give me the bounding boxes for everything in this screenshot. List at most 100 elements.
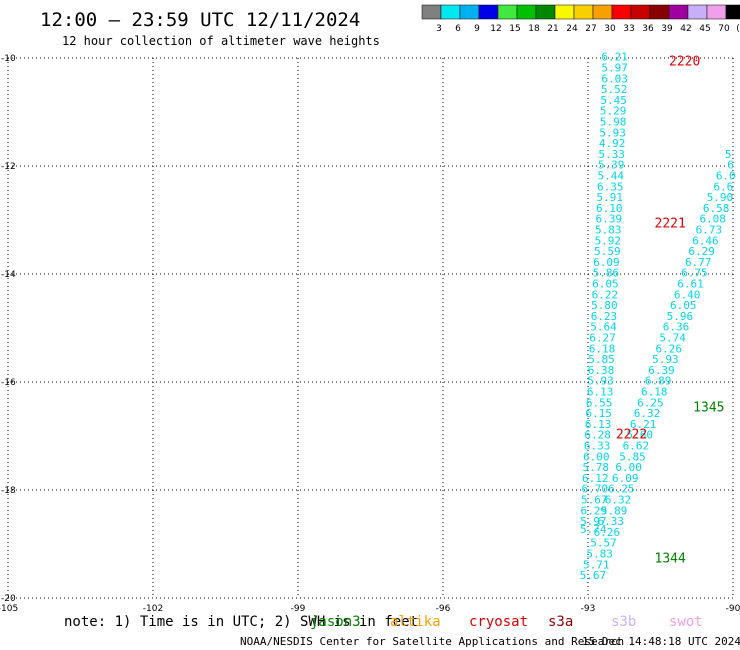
colorbar-label: 18	[528, 24, 540, 34]
colorbar-label: 33	[623, 24, 634, 34]
time-label: 2221	[655, 217, 686, 232]
x-tick-label: -93	[581, 604, 596, 614]
swh-value-label: 6.05	[592, 278, 619, 291]
swh-value-label: 6.58	[703, 202, 730, 215]
colorbar-swatch	[649, 4, 670, 20]
colorbar-swatch	[630, 4, 651, 20]
satellite-s3a: s3a	[548, 614, 573, 630]
swh-value-label: 6.18	[589, 342, 616, 355]
swh-value-label: 5.92	[595, 234, 622, 247]
swh-value-label: 5.33	[598, 148, 625, 161]
satellite-cryosat: cryosat	[469, 614, 528, 630]
swh-value-label: 6.15	[585, 407, 612, 420]
colorbar-swatch	[725, 4, 740, 20]
swh-value-label: 5.86	[593, 267, 620, 280]
swh-value-label: 6.27	[589, 332, 616, 345]
x-tick-label: -96	[436, 604, 451, 614]
colorbar-label: 15	[509, 24, 520, 34]
swh-value-label: 6.38	[588, 364, 615, 377]
swh-value-label: 5.39	[598, 159, 625, 172]
colorbar-label: 3	[436, 24, 442, 34]
swh-value-label: 6.13	[585, 418, 612, 431]
swh-value-label: 6.35	[597, 180, 624, 193]
swh-value-label: 6.70	[582, 483, 609, 496]
colorbar-label: 27	[585, 24, 596, 34]
swh-value-label: 5	[725, 148, 732, 161]
swh-value-label: 5.60	[626, 429, 653, 442]
colorbar-label: 45	[699, 24, 710, 34]
colorbar-label: 36	[642, 24, 654, 34]
swh-value-label: 6.05	[670, 299, 697, 312]
swh-value-label: 6.62	[623, 440, 650, 453]
swh-value-label: 5.90	[707, 191, 734, 204]
swh-value-label: 6.26	[655, 342, 682, 355]
colorbar-swatch	[573, 4, 594, 20]
swh-value-label: 6.73	[696, 224, 723, 237]
swh-value-label: 6.21	[630, 418, 657, 431]
swh-value-label: 5.85	[619, 450, 646, 463]
colorbar-swatch	[497, 4, 518, 20]
y-tick-label: -14	[1, 270, 16, 280]
swh-value-label: 6.09	[593, 256, 620, 269]
y-tick-label: -20	[1, 594, 16, 604]
colorbar-swatch	[611, 4, 632, 20]
time-labels: 2220 2221 2222 1345 1344	[616, 55, 725, 567]
swh-value-label: 6.13	[587, 386, 614, 399]
swh-value-label: 5.45	[600, 94, 627, 107]
colorbar-swatch	[478, 4, 499, 20]
swh-value-label: 6.08	[699, 213, 726, 226]
swh-value-label: 6.00	[615, 461, 642, 474]
swh-value-label: 6.29	[581, 504, 608, 517]
swh-value-label: 5.71	[583, 558, 610, 571]
swh-value-label: 6.03	[601, 72, 628, 85]
swh-value-label: 6.10	[596, 202, 623, 215]
swh-value-label: 5.67	[581, 494, 608, 507]
swh-value-label: 6.36	[663, 321, 690, 334]
swh-value-label: 6.61	[677, 278, 704, 291]
y-axis-ticks: -10 -12 -14 -16 -18 -20	[1, 54, 16, 604]
chart-title: 12:00 – 23:59 UTC 12/11/2024	[40, 9, 360, 31]
swh-value-label: 6.29	[688, 245, 715, 258]
chart-subtitle: 12 hour collection of altimeter wave hei…	[62, 34, 380, 48]
colorbar-label: (ft)	[736, 24, 740, 34]
colorbar-swatch	[440, 4, 461, 20]
swh-value-label: 5.89	[601, 504, 628, 517]
satellite-s3b: s3b	[611, 614, 636, 630]
time-label: 2220	[669, 55, 700, 70]
swh-value-label: 5.93	[652, 353, 679, 366]
x-tick-label: -105	[0, 604, 18, 614]
x-tick-label: -90	[726, 604, 740, 614]
time-label: 1345	[693, 400, 724, 415]
swh-value-label: 5.59	[594, 245, 621, 258]
satellite-swot: swot	[669, 614, 703, 630]
swh-value-label: 6.6	[713, 180, 733, 193]
footer-credit: NOAA/NESDIS Center for Satellite Applica…	[240, 635, 624, 648]
swh-value-label: 6.28	[584, 429, 611, 442]
swh-value-label: 5.57	[590, 537, 617, 550]
swh-value-label: 5.97	[601, 62, 628, 75]
colorbar-label: 24	[566, 24, 578, 34]
satellite-altika: altika	[390, 614, 441, 630]
swh-value-label: 6.18	[641, 386, 668, 399]
swh-value-label: 6.12	[582, 472, 609, 485]
colorbar-swatch	[535, 4, 556, 20]
colorbar-swatch	[554, 4, 575, 20]
swh-value-label: 6.32	[605, 494, 632, 507]
colorbar-swatch	[592, 4, 613, 20]
swh-value-label: 5.74	[659, 332, 686, 345]
y-tick-label: -10	[1, 54, 16, 64]
swh-value-label: 6.46	[692, 234, 719, 247]
swh-data-points: 6.215.976.035.525.455.295.985.934.925.33…	[580, 51, 736, 582]
swh-value-label: 6.39	[648, 364, 675, 377]
swh-value-label: 5.93	[599, 126, 626, 139]
swh-value-label: 6.23	[591, 310, 618, 323]
swh-value-label: 6.0	[716, 170, 736, 183]
colorbar-label: 70	[718, 24, 730, 34]
footer-timestamp: 15 Dec 14:48:18 UTC 2024	[582, 635, 740, 648]
grid-lines	[7, 57, 734, 599]
swh-value-label: 4.92	[599, 137, 626, 150]
colorbar-swatch	[459, 4, 480, 20]
swh-value-label: 6.75	[681, 267, 708, 280]
